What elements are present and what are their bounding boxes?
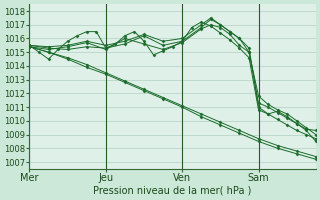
X-axis label: Pression niveau de la mer( hPa ): Pression niveau de la mer( hPa ) — [93, 186, 252, 196]
